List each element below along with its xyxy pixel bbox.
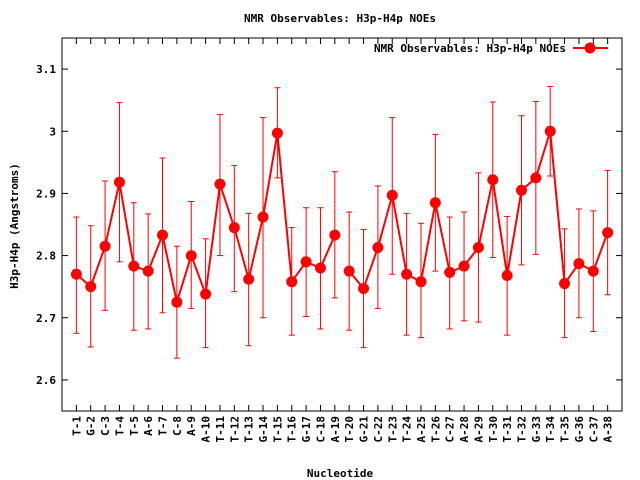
x-tick-label: T-30 bbox=[487, 416, 500, 443]
y-tick-label: 2.6 bbox=[36, 374, 56, 387]
x-tick-label: A-25 bbox=[415, 416, 428, 443]
x-tick-label: C-27 bbox=[444, 416, 457, 443]
chart-title: NMR Observables: H3p-H4p NOEs bbox=[244, 12, 436, 25]
x-tick-label: C-37 bbox=[587, 416, 600, 443]
data-point bbox=[343, 265, 355, 277]
data-point bbox=[429, 197, 441, 209]
x-axis-label: Nucleotide bbox=[307, 467, 374, 480]
data-point bbox=[243, 273, 255, 285]
x-tick-label: C-3 bbox=[99, 416, 112, 436]
legend-marker bbox=[584, 42, 596, 54]
y-tick-label: 3 bbox=[49, 125, 56, 138]
x-tick-label: T-7 bbox=[157, 416, 170, 436]
x-tick-label: T-26 bbox=[429, 416, 442, 443]
data-point bbox=[530, 172, 542, 184]
x-tick-label: T-34 bbox=[544, 416, 557, 443]
x-tick-label: A-29 bbox=[472, 416, 485, 443]
data-point bbox=[157, 229, 169, 241]
x-tick-label: T-5 bbox=[128, 416, 141, 436]
data-point bbox=[214, 178, 226, 190]
x-tick-label: G-2 bbox=[85, 416, 98, 436]
y-tick-label: 2.9 bbox=[36, 187, 56, 200]
data-point bbox=[314, 262, 326, 274]
x-tick-label: A-38 bbox=[602, 416, 615, 443]
data-point bbox=[487, 174, 499, 186]
x-tick-label: T-12 bbox=[228, 416, 241, 443]
y-tick-label: 2.7 bbox=[36, 312, 56, 325]
x-tick-label: T-35 bbox=[559, 416, 572, 443]
data-point bbox=[573, 258, 585, 270]
data-point bbox=[372, 242, 384, 254]
x-tick-label: A-19 bbox=[329, 416, 342, 443]
data-point bbox=[228, 222, 240, 234]
data-point bbox=[85, 281, 97, 293]
data-point bbox=[286, 276, 298, 288]
x-tick-label: G-36 bbox=[573, 416, 586, 443]
data-point bbox=[113, 176, 125, 188]
data-point bbox=[358, 283, 370, 295]
data-point bbox=[472, 242, 484, 254]
data-point bbox=[128, 260, 140, 272]
x-tick-label: G-14 bbox=[257, 416, 270, 443]
x-tick-label: T-32 bbox=[515, 416, 528, 443]
x-tick-label: T-4 bbox=[113, 416, 126, 436]
data-point bbox=[142, 265, 154, 277]
data-point bbox=[444, 266, 456, 278]
x-tick-label: C-22 bbox=[372, 416, 385, 443]
x-tick-label: T-23 bbox=[386, 416, 399, 443]
x-tick-label: T-1 bbox=[70, 416, 83, 436]
data-point bbox=[271, 127, 283, 139]
x-tick-label: A-28 bbox=[458, 416, 471, 443]
legend: NMR Observables: H3p-H4p NOEs bbox=[374, 42, 608, 55]
data-point bbox=[602, 227, 614, 239]
data-point bbox=[458, 260, 470, 272]
data-point bbox=[99, 240, 111, 252]
x-tick-label: T-15 bbox=[271, 416, 284, 443]
x-tick-label: G-21 bbox=[358, 416, 371, 443]
data-point bbox=[200, 288, 212, 300]
data-point bbox=[544, 125, 556, 137]
data-point bbox=[415, 276, 427, 288]
data-point bbox=[300, 256, 312, 268]
data-point bbox=[515, 184, 527, 196]
x-tick-label: T-11 bbox=[214, 416, 227, 443]
data-point bbox=[386, 189, 398, 201]
x-tick-label: G-17 bbox=[300, 416, 313, 443]
data-point bbox=[587, 265, 599, 277]
y-axis: 2.6 2.7 2.8 2.9 3 3.1 bbox=[36, 63, 622, 387]
data-point bbox=[559, 278, 571, 290]
x-tick-label: G-33 bbox=[530, 416, 543, 443]
x-tick-label: T-16 bbox=[286, 416, 299, 443]
y-tick-label: 3.1 bbox=[36, 63, 56, 76]
data-point bbox=[329, 229, 341, 241]
x-tick-label: C-18 bbox=[314, 416, 327, 443]
x-tick-label: T-24 bbox=[401, 416, 414, 443]
data-point bbox=[171, 296, 183, 308]
data-point bbox=[401, 268, 413, 280]
data-point bbox=[70, 268, 82, 280]
x-axis: T-1 G-2 C-3 T-4 T-5 A-6 T-7 C-8 A-9 A-10 T-11 T-12 T… bbox=[70, 38, 615, 443]
x-tick-label: A-10 bbox=[200, 416, 213, 443]
plot-area bbox=[70, 85, 614, 359]
y-tick-label: 2.8 bbox=[36, 250, 56, 263]
y-axis-label: H3p-H4p (Angstroms) bbox=[8, 163, 21, 289]
data-point bbox=[501, 269, 513, 281]
x-tick-label: T-31 bbox=[501, 416, 514, 443]
x-tick-label: T-13 bbox=[243, 416, 256, 443]
data-point bbox=[257, 211, 269, 223]
plot-frame bbox=[61, 37, 623, 412]
x-tick-label: C-8 bbox=[171, 416, 184, 436]
x-tick-label: A-6 bbox=[142, 416, 155, 436]
x-tick-label: T-20 bbox=[343, 416, 356, 443]
x-tick-label: A-9 bbox=[185, 416, 198, 436]
legend-label: NMR Observables: H3p-H4p NOEs bbox=[374, 42, 566, 55]
data-point bbox=[185, 250, 197, 262]
